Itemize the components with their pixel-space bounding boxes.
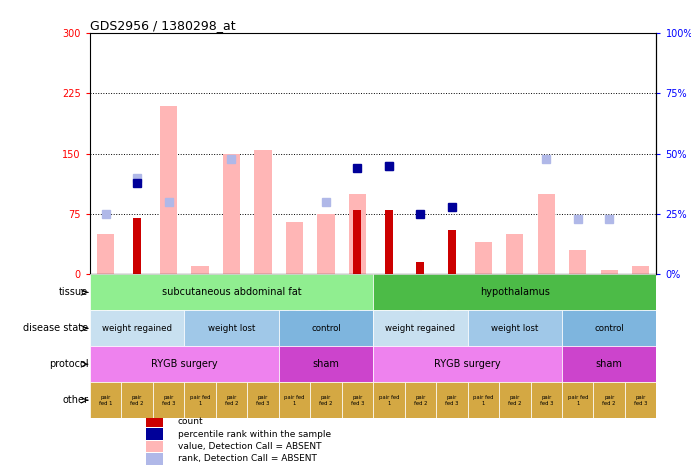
Bar	[184, 382, 216, 418]
Text: pair
fed 2: pair fed 2	[225, 395, 238, 406]
Bar	[90, 346, 278, 382]
Bar	[146, 453, 164, 465]
Bar	[562, 346, 656, 382]
Text: pair fed
1: pair fed 1	[284, 395, 305, 406]
Bar	[153, 382, 184, 418]
Text: pair
fed 2: pair fed 2	[508, 395, 522, 406]
Text: pair fed
1: pair fed 1	[190, 395, 210, 406]
Bar	[146, 441, 164, 453]
Bar	[97, 234, 114, 274]
Bar	[160, 106, 177, 274]
Text: pair
fed 2: pair fed 2	[603, 395, 616, 406]
Bar	[373, 310, 468, 346]
Bar	[562, 382, 594, 418]
Text: other: other	[62, 395, 88, 405]
Text: weight lost: weight lost	[491, 324, 538, 333]
Text: hypothalamus: hypothalamus	[480, 287, 550, 297]
Bar	[223, 154, 240, 274]
Text: pair fed
1: pair fed 1	[567, 395, 588, 406]
Bar	[317, 214, 334, 274]
Text: pair
fed 2: pair fed 2	[131, 395, 144, 406]
Bar	[278, 310, 373, 346]
Text: protocol: protocol	[48, 359, 88, 369]
Bar	[594, 382, 625, 418]
Text: weight regained: weight regained	[386, 324, 455, 333]
Text: pair
fed 3: pair fed 3	[445, 395, 459, 406]
Text: pair
fed 3: pair fed 3	[351, 395, 364, 406]
Text: weight lost: weight lost	[208, 324, 255, 333]
Bar	[349, 194, 366, 274]
Bar	[405, 382, 436, 418]
Bar	[417, 262, 424, 274]
Text: pair
fed 3: pair fed 3	[162, 395, 176, 406]
Bar	[90, 310, 184, 346]
Text: pair fed
1: pair fed 1	[379, 395, 399, 406]
Bar	[90, 274, 373, 310]
Bar	[499, 382, 531, 418]
Bar	[254, 150, 272, 274]
Bar	[133, 218, 141, 274]
Text: RYGB surgery: RYGB surgery	[151, 359, 218, 369]
Bar	[569, 250, 587, 274]
Text: pair
fed 2: pair fed 2	[414, 395, 427, 406]
Text: value, Detection Call = ABSENT: value, Detection Call = ABSENT	[178, 442, 321, 451]
Bar	[506, 234, 524, 274]
Text: pair
fed 3: pair fed 3	[540, 395, 553, 406]
Bar	[310, 382, 341, 418]
Bar	[122, 382, 153, 418]
Text: pair
fed 3: pair fed 3	[634, 395, 647, 406]
Text: sham: sham	[312, 359, 339, 369]
Bar	[146, 428, 164, 440]
Text: weight regained: weight regained	[102, 324, 172, 333]
Bar	[632, 266, 650, 274]
Text: percentile rank within the sample: percentile rank within the sample	[178, 430, 331, 439]
Bar	[278, 382, 310, 418]
Text: RYGB surgery: RYGB surgery	[434, 359, 501, 369]
Text: rank, Detection Call = ABSENT: rank, Detection Call = ABSENT	[178, 455, 316, 464]
Text: tissue: tissue	[59, 287, 88, 297]
Bar	[468, 382, 499, 418]
Bar	[475, 242, 492, 274]
Text: disease state: disease state	[23, 323, 88, 333]
Text: pair fed
1: pair fed 1	[473, 395, 493, 406]
Text: subcutaneous abdominal fat: subcutaneous abdominal fat	[162, 287, 301, 297]
Text: control: control	[311, 324, 341, 333]
Text: control: control	[594, 324, 624, 333]
Bar	[373, 274, 656, 310]
Bar	[373, 346, 562, 382]
Bar	[341, 382, 373, 418]
Bar	[385, 210, 392, 274]
Bar	[146, 416, 164, 428]
Bar	[247, 382, 278, 418]
Bar	[531, 382, 562, 418]
Bar	[600, 270, 618, 274]
Text: pair
fed 3: pair fed 3	[256, 395, 269, 406]
Bar	[448, 230, 456, 274]
Bar	[90, 382, 122, 418]
Bar	[191, 266, 209, 274]
Text: pair
fed 1: pair fed 1	[99, 395, 113, 406]
Bar	[278, 346, 373, 382]
Bar	[538, 194, 555, 274]
Bar	[184, 310, 278, 346]
Text: GDS2956 / 1380298_at: GDS2956 / 1380298_at	[90, 19, 236, 32]
Bar	[625, 382, 656, 418]
Bar	[373, 382, 405, 418]
Bar	[216, 382, 247, 418]
Bar	[436, 382, 468, 418]
Text: count: count	[178, 417, 203, 426]
Text: pair
fed 2: pair fed 2	[319, 395, 332, 406]
Text: sham: sham	[596, 359, 623, 369]
Bar	[354, 210, 361, 274]
Bar	[468, 310, 562, 346]
Bar	[286, 222, 303, 274]
Bar	[562, 310, 656, 346]
